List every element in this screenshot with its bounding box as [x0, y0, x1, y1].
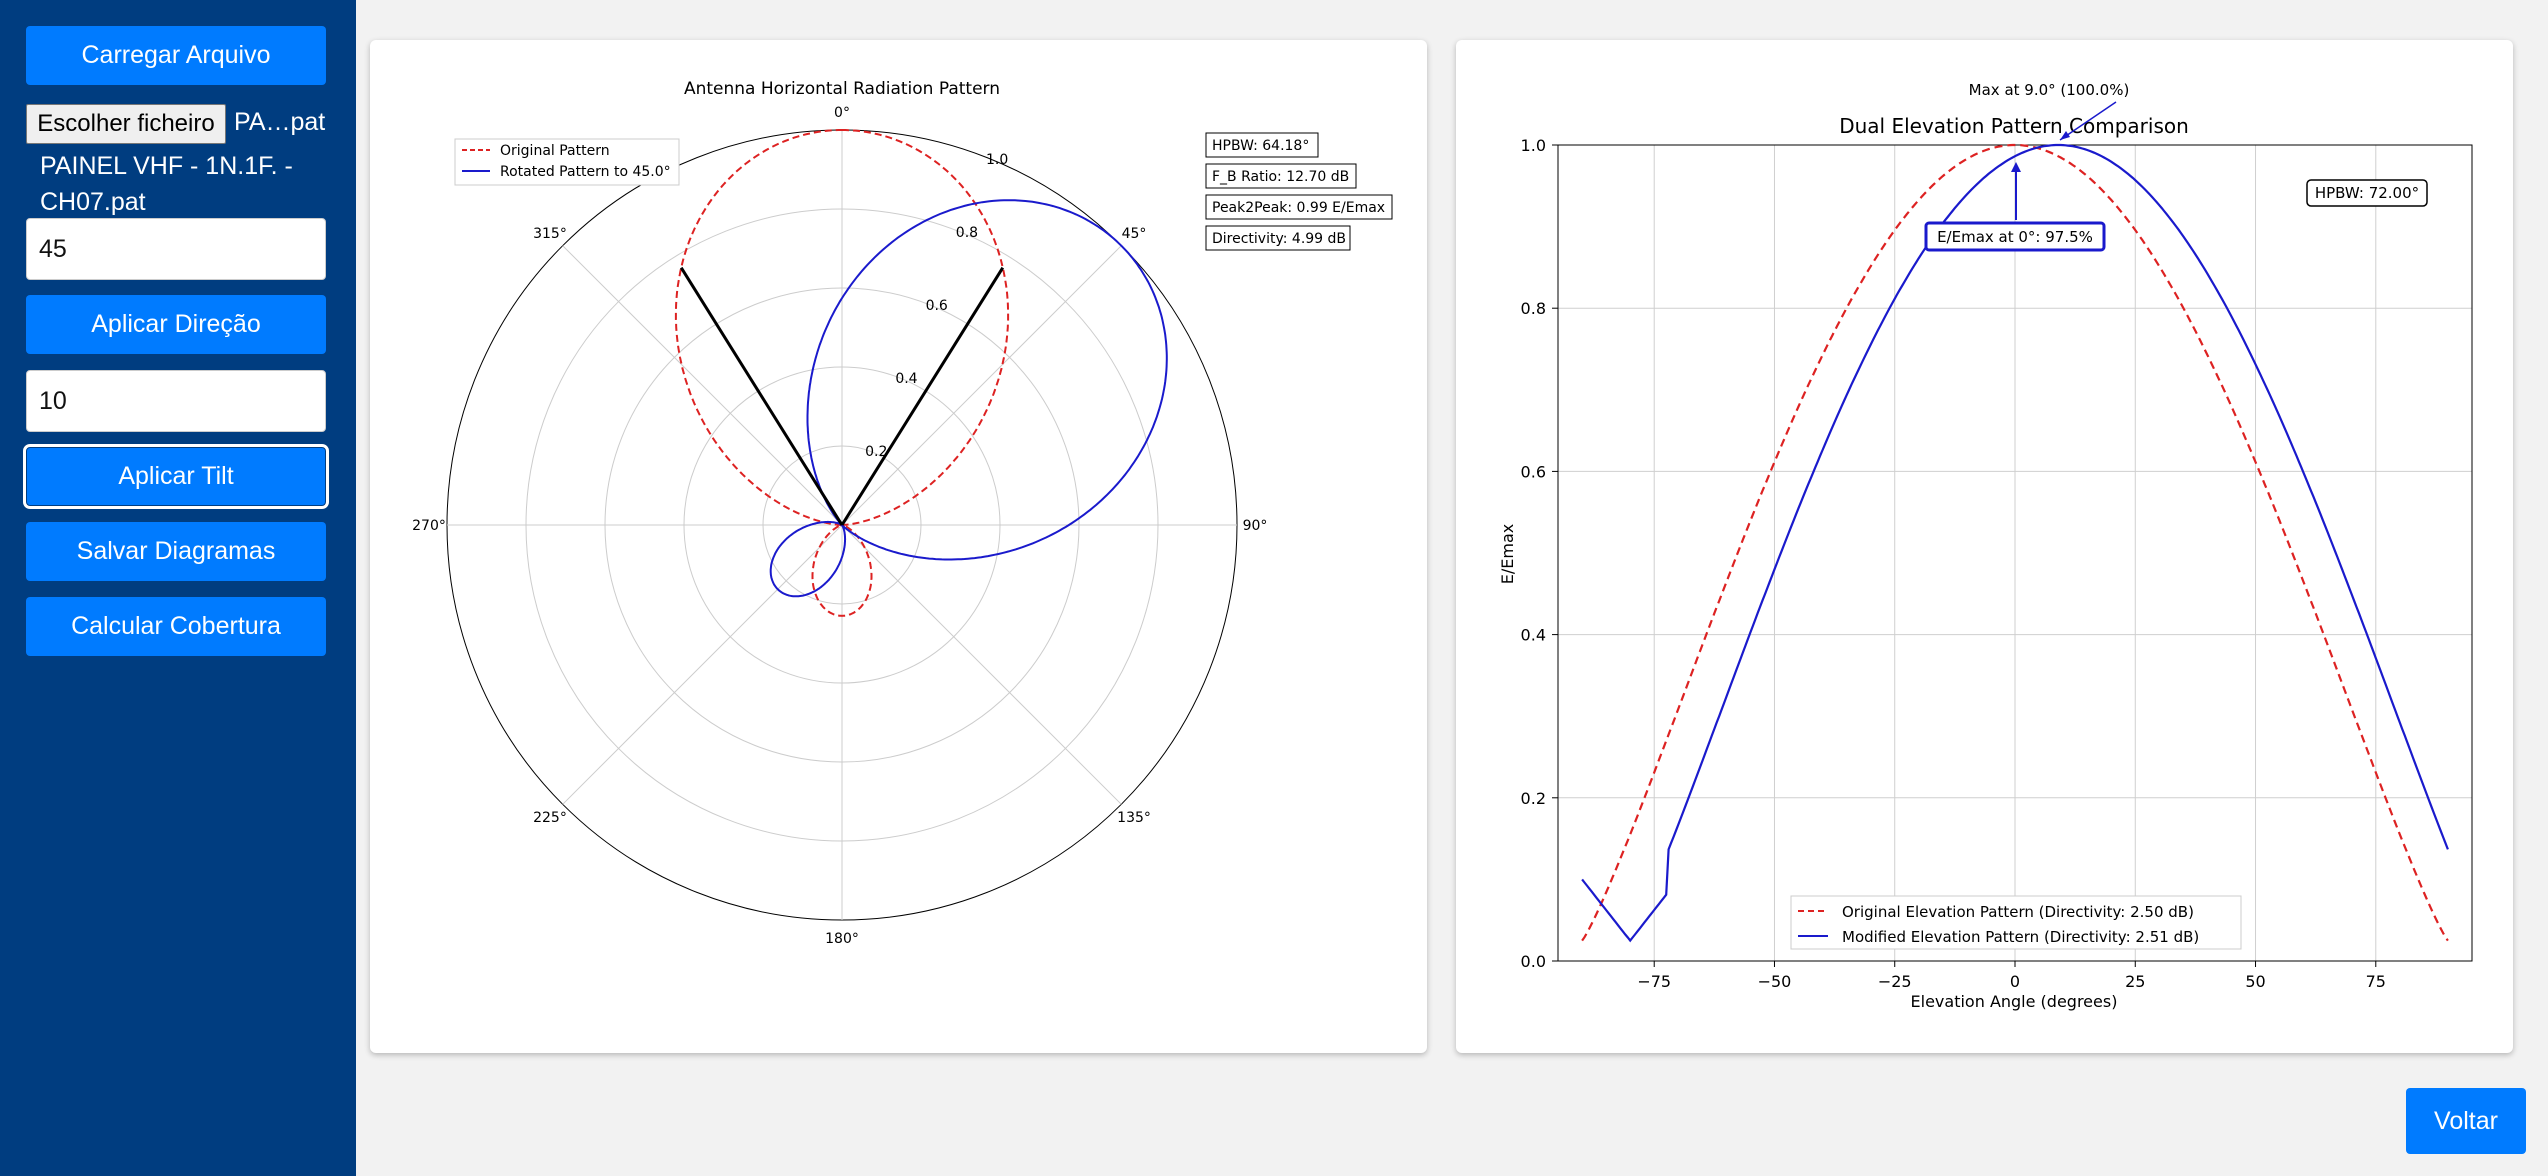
elev-ytick-label: 1.0 — [1521, 136, 1546, 155]
save-diagrams-button[interactable]: Salvar Diagramas — [26, 522, 326, 581]
horizontal-pattern-panel: Antenna Horizontal Radiation Pattern 0° 4… — [370, 40, 1427, 1053]
emax-box — [1924, 221, 2106, 252]
max-arrow — [2059, 101, 2117, 141]
polar-radial-label: 0.4 — [895, 371, 917, 387]
rotated-pattern-curve — [769, 199, 1168, 598]
elev-ytick-label: 0.6 — [1521, 462, 1546, 481]
polar-radial-label: 0.6 — [926, 298, 948, 314]
hpbw-box — [2306, 179, 2428, 207]
polar-legend: Original Pattern Rotated Pattern to 45.0… — [454, 138, 680, 186]
hpbw-line — [679, 266, 844, 526]
polar-spoke — [562, 524, 843, 805]
stat-hpbw: HPBW: 64.18° — [1212, 138, 1309, 154]
chosen-file-short: PA…pat — [234, 108, 326, 136]
emax-annotation: E/Emax at 0°: 97.5% — [1937, 228, 2093, 246]
elev-ytick-label: 0.2 — [1521, 789, 1546, 808]
legend-rotated: Rotated Pattern to 45.0° — [500, 164, 671, 180]
legend-elev-original: Original Elevation Pattern (Directivity:… — [1842, 903, 2194, 921]
choose-file-button[interactable]: Escolher ficheiro — [26, 104, 226, 144]
elev-xtick-label: −75 — [1637, 972, 1671, 991]
calc-coverage-button[interactable]: Calcular Cobertura — [26, 597, 326, 656]
legend-original: Original Pattern — [500, 143, 610, 159]
elev-xtick-label: 0 — [2010, 972, 2020, 991]
stat-peak2peak: Peak2Peak: 0.99 E/Emax — [1212, 200, 1385, 216]
max-arrowhead — [2060, 131, 2070, 140]
elevation-pattern-panel: Dual Elevation Pattern Comparison −75 −50… — [1456, 40, 2513, 1053]
stat-fb-ratio: F_B Ratio: 12.70 dB — [1212, 169, 1349, 185]
polar-radial-label: 0.2 — [865, 444, 887, 460]
sidebar: Carregar Arquivo Escolher ficheiro PA…pa… — [0, 0, 356, 1176]
elev-ytick-label: 0.8 — [1521, 299, 1546, 318]
direction-input[interactable] — [26, 218, 326, 280]
elevation-ylabel: E/Emax — [1498, 524, 1517, 584]
polar-angle-label: 135° — [1117, 810, 1151, 826]
polar-angle-label: 225° — [533, 810, 567, 826]
elev-xtick-label: −25 — [1878, 972, 1912, 991]
elevation-legend: Original Elevation Pattern (Directivity:… — [1790, 895, 2242, 950]
polar-title: Antenna Horizontal Radiation Pattern — [684, 79, 1000, 99]
polar-angle-label: 270° — [412, 518, 446, 534]
original-pattern-curve — [674, 129, 1010, 617]
elev-xtick-label: 25 — [2125, 972, 2145, 991]
polar-spoke — [841, 524, 1122, 805]
elev-xtick-label: −50 — [1758, 972, 1792, 991]
polar-angle-label: 180° — [825, 931, 859, 947]
emax-arrowhead — [2011, 162, 2021, 172]
polar-stats: HPBW: 64.18° F_B Ratio: 12.70 dB Peak2Pe… — [1205, 132, 1393, 251]
load-file-button[interactable]: Carregar Arquivo — [26, 26, 326, 85]
elev-xtick-label: 50 — [2245, 972, 2265, 991]
polar-radial-label: 1.0 — [986, 152, 1008, 168]
polar-spoke — [562, 245, 843, 526]
polar-radial-label: 0.8 — [956, 225, 978, 241]
elev-ytick-label: 0.0 — [1521, 952, 1546, 971]
stat-directivity: Directivity: 4.99 dB — [1212, 231, 1346, 247]
original-elevation-curve — [1581, 143, 2449, 942]
elev-ytick-label: 0.4 — [1521, 626, 1546, 645]
apply-tilt-button[interactable]: Aplicar Tilt — [23, 444, 329, 509]
elevation-pattern-chart: Dual Elevation Pattern Comparison −75 −50… — [1498, 81, 2473, 1011]
apply-direction-button[interactable]: Aplicar Direção — [26, 295, 326, 354]
polar-spoke — [841, 245, 1122, 526]
hpbw-annotation: HPBW: 72.00° — [2315, 184, 2419, 202]
elevation-title: Dual Elevation Pattern Comparison — [1839, 114, 2189, 138]
legend-elev-modified: Modified Elevation Pattern (Directivity:… — [1842, 928, 2199, 946]
elevation-xlabel: Elevation Angle (degrees) — [1911, 992, 2118, 1011]
elev-xtick-label: 75 — [2366, 972, 2386, 991]
max-annotation: Max at 9.0° (100.0%) — [1969, 81, 2130, 99]
tilt-input[interactable] — [26, 370, 326, 432]
polar-angle-label: 0° — [834, 105, 850, 121]
polar-angle-label: 90° — [1243, 518, 1268, 534]
back-button[interactable]: Voltar — [2406, 1088, 2526, 1154]
chosen-file-name: PAINEL VHF - 1N.1F. - CH07.pat — [40, 152, 293, 216]
polar-angle-label: 315° — [533, 226, 567, 242]
hpbw-line — [840, 266, 1005, 526]
modified-elevation-curve — [1581, 143, 2449, 943]
polar-angle-label: 45° — [1122, 226, 1147, 242]
horizontal-pattern-chart: Antenna Horizontal Radiation Pattern 0° 4… — [412, 79, 1393, 947]
